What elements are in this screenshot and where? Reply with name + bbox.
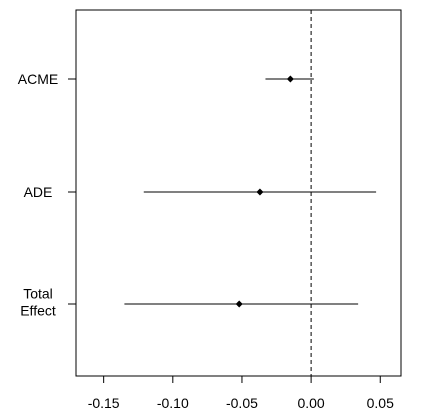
x-tick-label: -0.15 <box>88 395 120 411</box>
row-label: Effect <box>20 303 56 319</box>
row-label: Total <box>23 286 53 302</box>
x-tick-label: 0.05 <box>367 395 394 411</box>
x-tick-label: 0.00 <box>297 395 324 411</box>
point-estimate <box>235 300 243 308</box>
row-label: ACME <box>18 71 58 87</box>
x-tick-label: -0.05 <box>226 395 258 411</box>
point-estimate <box>256 188 264 196</box>
row-label: ADE <box>24 184 53 200</box>
x-tick-label: -0.10 <box>157 395 189 411</box>
plot-frame <box>75 9 402 377</box>
point-estimate <box>286 75 294 83</box>
